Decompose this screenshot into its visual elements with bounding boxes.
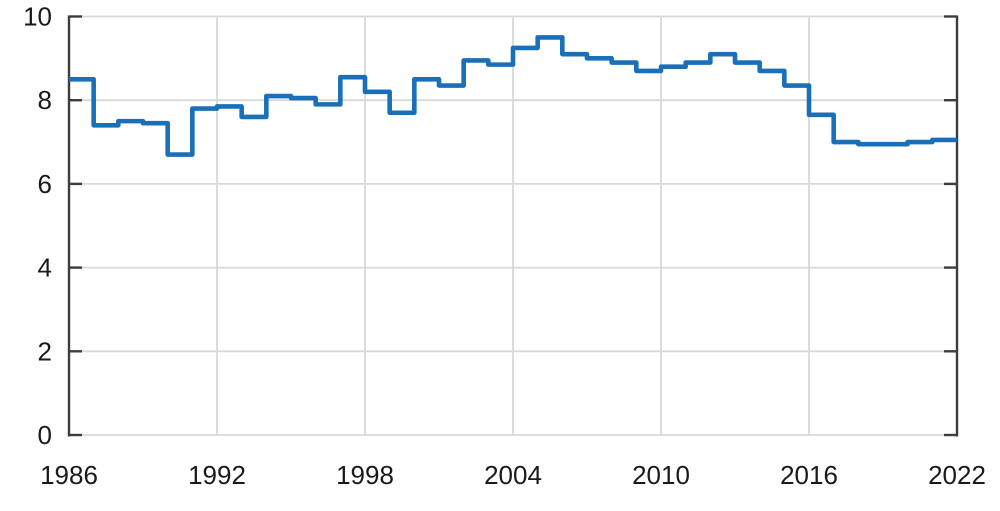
step-line-series xyxy=(69,35,957,157)
y-tick-label: 4 xyxy=(38,253,52,283)
x-tick-label: 2022 xyxy=(928,460,986,490)
y-tick-label: 10 xyxy=(23,2,52,32)
y-tick-label: 6 xyxy=(38,169,52,199)
y-tick-label: 8 xyxy=(38,85,52,115)
y-tick-label: 2 xyxy=(38,336,52,366)
x-tick-label: 2016 xyxy=(780,460,838,490)
x-tick-label: 2004 xyxy=(484,460,542,490)
x-tick-label: 1986 xyxy=(40,460,98,490)
x-tick-label: 1998 xyxy=(336,460,394,490)
y-tick-label: 0 xyxy=(38,420,52,450)
x-tick-label: 2010 xyxy=(632,460,690,490)
x-tick-label: 1992 xyxy=(188,460,246,490)
